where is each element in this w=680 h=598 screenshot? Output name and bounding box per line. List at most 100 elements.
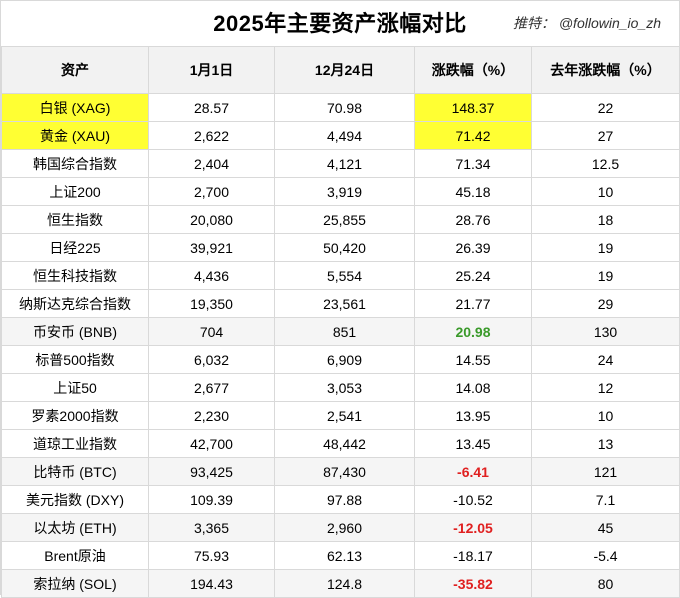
table-row: 上证200 2,700 3,919 45.18 10 (1, 177, 680, 206)
table-row: 币安币 (BNB) 704 851 20.98 130 (1, 317, 680, 346)
change-cell: 28.76 (414, 205, 532, 234)
dec24-cell: 62.13 (274, 541, 415, 570)
asset-cell: 美元指数 (DXY) (1, 485, 149, 514)
jan1-cell: 6,032 (148, 345, 275, 374)
table-body: 白银 (XAG) 28.57 70.98 148.37 22 黄金 (XAU) 2,622 4… (1, 93, 680, 598)
jan1-cell: 4,436 (148, 261, 275, 290)
asset-cell: 索拉纳 (SOL) (1, 569, 149, 598)
dec24-cell: 3,053 (274, 373, 415, 402)
last-year-cell: 80 (531, 569, 680, 598)
change-cell: 45.18 (414, 177, 532, 206)
table-row: 黄金 (XAU) 2,622 4,494 71.42 27 (1, 121, 680, 150)
page-title: 2025年主要资产涨幅对比 (213, 11, 467, 36)
change-cell: 71.34 (414, 149, 532, 178)
asset-cell: 恒生指数 (1, 205, 149, 234)
change-cell: 148.37 (414, 93, 532, 122)
change-cell: 21.77 (414, 289, 532, 318)
table-row: 韩国综合指数 2,404 4,121 71.34 12.5 (1, 149, 680, 178)
dec24-cell: 4,121 (274, 149, 415, 178)
asset-cell: 标普500指数 (1, 345, 149, 374)
dec24-cell: 25,855 (274, 205, 415, 234)
last-year-cell: 22 (531, 93, 680, 122)
table-row: 道琼工业指数 42,700 48,442 13.45 13 (1, 429, 680, 458)
dec24-cell: 2,541 (274, 401, 415, 430)
dec24-cell: 4,494 (274, 121, 415, 150)
table-row: 纳斯达克综合指数 19,350 23,561 21.77 29 (1, 289, 680, 318)
jan1-cell: 704 (148, 317, 275, 346)
table-row: 美元指数 (DXY) 109.39 97.88 -10.52 7.1 (1, 485, 680, 514)
jan1-cell: 28.57 (148, 93, 275, 122)
asset-cell: 黄金 (XAU) (1, 121, 149, 150)
dec24-cell: 70.98 (274, 93, 415, 122)
asset-comparison-table: 资产 1月1日 12月24日 涨跌幅（%） 去年涨跌幅（%） 白银 (XAG) 2… (1, 46, 680, 598)
last-year-cell: 121 (531, 457, 680, 486)
dec24-cell: 48,442 (274, 429, 415, 458)
change-cell: 13.45 (414, 429, 532, 458)
dec24-cell: 50,420 (274, 233, 415, 262)
header-dec24: 12月24日 (274, 46, 415, 94)
table-row: 恒生指数 20,080 25,855 28.76 18 (1, 205, 680, 234)
table-row: 标普500指数 6,032 6,909 14.55 24 (1, 345, 680, 374)
table-row: 索拉纳 (SOL) 194.43 124.8 -35.82 80 (1, 569, 680, 598)
jan1-cell: 109.39 (148, 485, 275, 514)
last-year-cell: 45 (531, 513, 680, 542)
jan1-cell: 20,080 (148, 205, 275, 234)
last-year-cell: 18 (531, 205, 680, 234)
change-cell: -18.17 (414, 541, 532, 570)
asset-cell: Brent原油 (1, 541, 149, 570)
dec24-cell: 6,909 (274, 345, 415, 374)
table-row: 恒生科技指数 4,436 5,554 25.24 19 (1, 261, 680, 290)
last-year-cell: 10 (531, 401, 680, 430)
jan1-cell: 39,921 (148, 233, 275, 262)
asset-cell: 日经225 (1, 233, 149, 262)
jan1-cell: 93,425 (148, 457, 275, 486)
table-row: 日经225 39,921 50,420 26.39 19 (1, 233, 680, 262)
twitter-credit: 推特： @followin_io_zh (512, 15, 661, 31)
table-row: 以太坊 (ETH) 3,365 2,960 -12.05 45 (1, 513, 680, 542)
asset-cell: 罗素2000指数 (1, 401, 149, 430)
asset-cell: 币安币 (BNB) (1, 317, 149, 346)
last-year-cell: 10 (531, 177, 680, 206)
dec24-cell: 23,561 (274, 289, 415, 318)
last-year-cell: 130 (531, 317, 680, 346)
asset-cell: 比特币 (BTC) (1, 457, 149, 486)
change-cell: 14.08 (414, 373, 532, 402)
dec24-cell: 5,554 (274, 261, 415, 290)
change-cell: 20.98 (414, 317, 532, 346)
jan1-cell: 2,622 (148, 121, 275, 150)
dec24-cell: 87,430 (274, 457, 415, 486)
dec24-cell: 2,960 (274, 513, 415, 542)
asset-cell: 上证50 (1, 373, 149, 402)
table-row: 比特币 (BTC) 93,425 87,430 -6.41 121 (1, 457, 680, 486)
asset-cell: 上证200 (1, 177, 149, 206)
table-row: 上证50 2,677 3,053 14.08 12 (1, 373, 680, 402)
asset-cell: 以太坊 (ETH) (1, 513, 149, 542)
asset-cell: 韩国综合指数 (1, 149, 149, 178)
last-year-cell: 12.5 (531, 149, 680, 178)
last-year-cell: 19 (531, 233, 680, 262)
jan1-cell: 42,700 (148, 429, 275, 458)
change-cell: 26.39 (414, 233, 532, 262)
change-cell: 25.24 (414, 261, 532, 290)
jan1-cell: 3,365 (148, 513, 275, 542)
jan1-cell: 2,230 (148, 401, 275, 430)
last-year-cell: 13 (531, 429, 680, 458)
change-cell: -35.82 (414, 569, 532, 598)
header-change: 涨跌幅（%） (414, 46, 532, 94)
table-row: 罗素2000指数 2,230 2,541 13.95 10 (1, 401, 680, 430)
table-row: 白银 (XAG) 28.57 70.98 148.37 22 (1, 93, 680, 122)
asset-cell: 纳斯达克综合指数 (1, 289, 149, 318)
last-year-cell: 12 (531, 373, 680, 402)
table-header-row: 资产 1月1日 12月24日 涨跌幅（%） 去年涨跌幅（%） (1, 46, 680, 94)
asset-cell: 白银 (XAG) (1, 93, 149, 122)
change-cell: 71.42 (414, 121, 532, 150)
last-year-cell: 24 (531, 345, 680, 374)
change-cell: 13.95 (414, 401, 532, 430)
last-year-cell: 19 (531, 261, 680, 290)
header-last-year: 去年涨跌幅（%） (531, 46, 680, 94)
table-row: Brent原油 75.93 62.13 -18.17 -5.4 (1, 541, 680, 570)
last-year-cell: 27 (531, 121, 680, 150)
change-cell: -10.52 (414, 485, 532, 514)
asset-cell: 道琼工业指数 (1, 429, 149, 458)
